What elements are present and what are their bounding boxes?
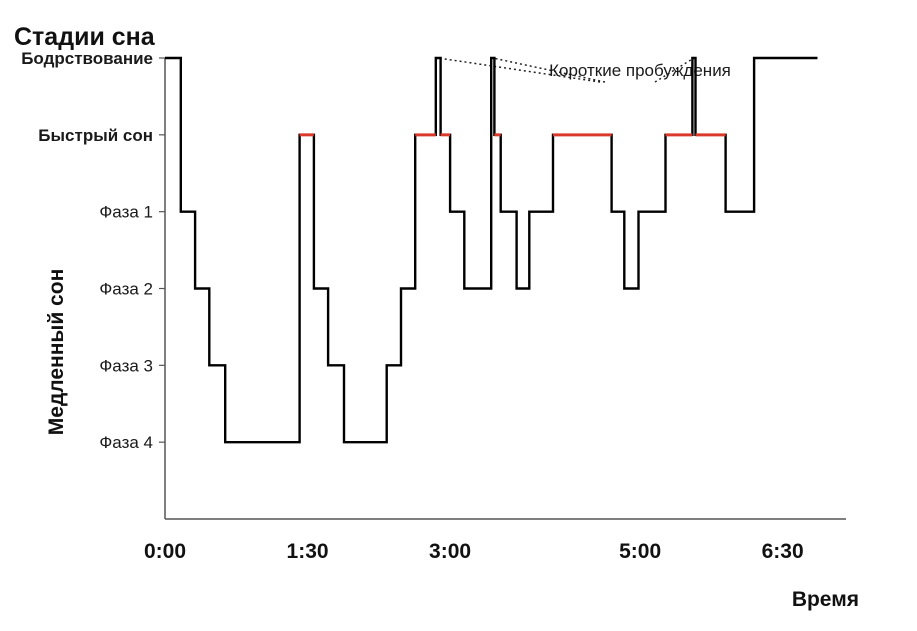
y-tick-label: Быстрый сон xyxy=(38,126,153,145)
x-tick-label: 3:00 xyxy=(429,540,471,563)
y-tick-label: Фаза 2 xyxy=(99,280,153,299)
x-tick-label: 6:30 xyxy=(762,540,804,563)
y-tick-label: Бодрствование xyxy=(21,49,153,68)
sleep-stage-series xyxy=(165,56,818,444)
x-tick-label: 0:00 xyxy=(144,540,186,563)
x-tick-label: 1:30 xyxy=(287,540,329,563)
y-tick-label: Фаза 4 xyxy=(99,433,153,452)
y-tick-label: Фаза 3 xyxy=(99,356,153,375)
annotation-leader-line xyxy=(492,57,606,83)
annotation-short-awakenings: Короткие пробуждения xyxy=(549,61,731,80)
y-tick-label: Фаза 1 xyxy=(99,203,153,222)
annotation-leader-line xyxy=(438,57,601,83)
x-tick-labels: 0:00 1:30 3:00 5:00 6:30 xyxy=(144,540,804,563)
y-tick-labels: Бодрствование Быстрый сон Фаза 1 Фаза 2 Фаза… xyxy=(21,49,165,452)
chart-title: Стадии сна xyxy=(14,23,156,51)
axes xyxy=(164,58,846,520)
x-tick-label: 5:00 xyxy=(619,540,661,563)
sleep-stage-line xyxy=(165,56,818,444)
y-axis-label: Медленный сон xyxy=(45,269,68,435)
annotation-leaders xyxy=(438,57,695,83)
x-axis-label: Время xyxy=(792,588,859,611)
